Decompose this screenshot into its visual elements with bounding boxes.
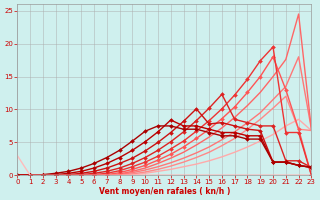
X-axis label: Vent moyen/en rafales ( kn/h ): Vent moyen/en rafales ( kn/h ) [99, 187, 230, 196]
